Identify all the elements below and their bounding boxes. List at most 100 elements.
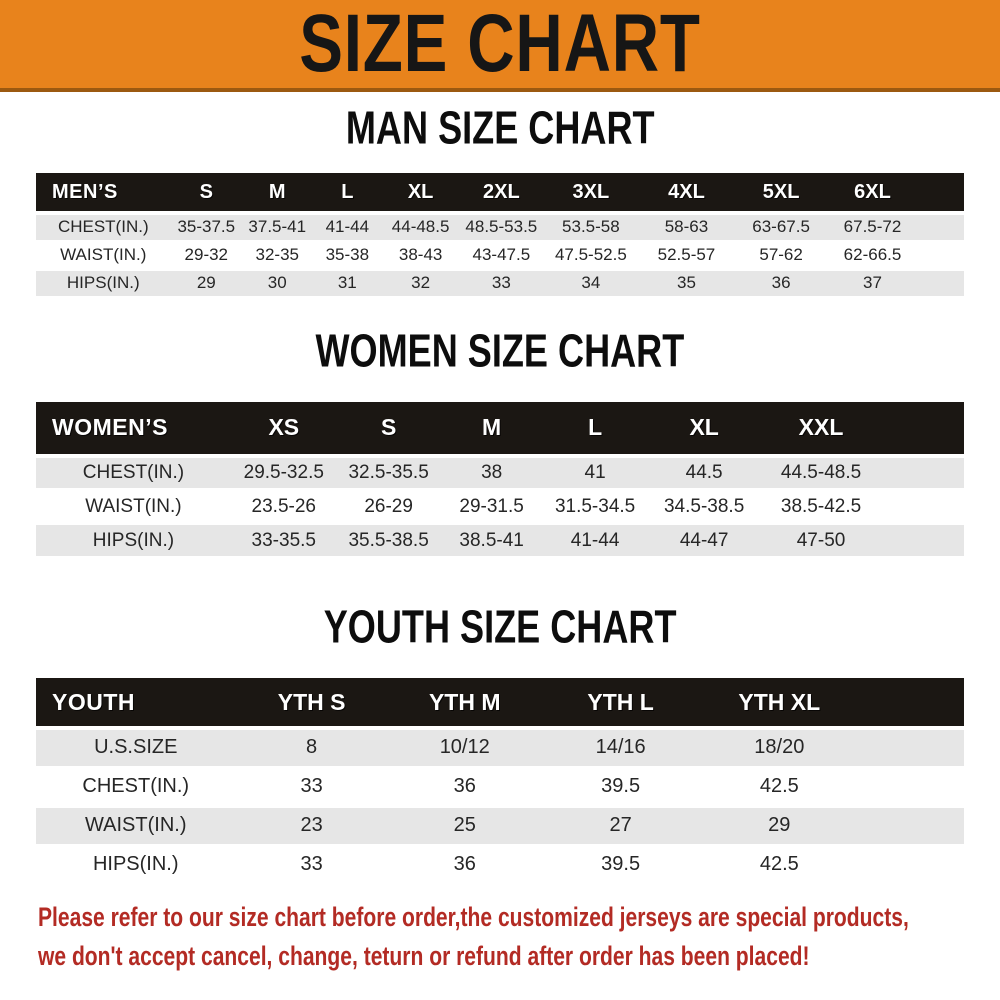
women-row-label-waist: WAIST(IN.) bbox=[36, 489, 231, 525]
youth-chest-row: CHEST(IN.) 33 36 39.5 42.5 bbox=[36, 767, 964, 808]
size-cell: 36 bbox=[734, 269, 828, 299]
size-cell: 8 bbox=[235, 728, 388, 769]
size-cell: 38-43 bbox=[382, 241, 460, 271]
footer-note-line-1: Please refer to our size chart before or… bbox=[38, 901, 909, 932]
size-cell: 34 bbox=[543, 269, 639, 299]
spacer-cell bbox=[881, 489, 964, 525]
size-cell: 63-67.5 bbox=[734, 213, 828, 243]
men-col-header: 2XL bbox=[459, 173, 544, 215]
men-col-header: 5XL bbox=[734, 173, 828, 215]
size-cell: 14/16 bbox=[541, 728, 700, 769]
size-cell: 37 bbox=[827, 269, 918, 299]
size-cell: 48.5-53.5 bbox=[459, 213, 544, 243]
women-section-title: WOMEN SIZE CHART bbox=[315, 325, 685, 377]
size-cell: 31.5-34.5 bbox=[542, 489, 648, 525]
men-row-label-hips: HIPS(IN.) bbox=[36, 269, 171, 299]
spacer-cell bbox=[859, 678, 964, 730]
spacer-cell bbox=[881, 455, 964, 491]
women-col-header: XS bbox=[230, 401, 337, 458]
size-cell: 41-44 bbox=[542, 523, 648, 559]
youth-section-title: YOUTH SIZE CHART bbox=[323, 601, 677, 654]
size-cell: 36 bbox=[387, 845, 542, 886]
youth-waist-row: WAIST(IN.) 23 25 27 29 bbox=[36, 806, 964, 847]
women-size-section: WOMEN SIZE CHART WOMEN’S XS S M L XL XXL… bbox=[0, 325, 1000, 559]
size-cell: 42.5 bbox=[699, 845, 860, 886]
men-section-heading: MAN SIZE CHART bbox=[0, 102, 1000, 159]
youth-row-label-ussize: U.S.SIZE bbox=[36, 728, 236, 769]
women-col-header: L bbox=[542, 401, 648, 458]
footer-note: Please refer to our size chart before or… bbox=[38, 898, 1000, 976]
spacer-cell bbox=[917, 213, 964, 243]
size-cell: 53.5-58 bbox=[543, 213, 639, 243]
spacer-cell bbox=[881, 401, 964, 458]
size-cell: 43-47.5 bbox=[459, 241, 544, 271]
men-row-label-waist: WAIST(IN.) bbox=[36, 241, 171, 271]
spacer-cell bbox=[917, 241, 964, 271]
youth-row-label-waist: WAIST(IN.) bbox=[36, 806, 236, 847]
size-cell: 32 bbox=[382, 269, 460, 299]
youth-col-header: YTH S bbox=[235, 678, 388, 730]
size-cell: 33-35.5 bbox=[230, 523, 337, 559]
women-chest-row: CHEST(IN.) 29.5-32.5 32.5-35.5 38 41 44.… bbox=[36, 455, 964, 491]
size-cell: 44.5 bbox=[647, 455, 761, 491]
youth-col-header: YTH XL bbox=[699, 678, 860, 730]
size-cell: 26-29 bbox=[336, 489, 441, 525]
banner-title: SIZE CHART bbox=[299, 0, 701, 89]
women-size-table: WOMEN’S XS S M L XL XXL CHEST(IN.) 29.5-… bbox=[36, 401, 964, 559]
youth-size-section: YOUTH SIZE CHART YOUTH YTH S YTH M YTH L… bbox=[0, 601, 1000, 886]
size-cell: 67.5-72 bbox=[827, 213, 918, 243]
men-col-header: S bbox=[170, 173, 242, 215]
men-chest-row: CHEST(IN.) 35-37.5 37.5-41 41-44 44-48.5… bbox=[36, 213, 964, 243]
men-col-header: 6XL bbox=[827, 173, 918, 215]
men-waist-row: WAIST(IN.) 29-32 32-35 35-38 38-43 43-47… bbox=[36, 241, 964, 271]
size-cell: 39.5 bbox=[541, 767, 700, 808]
size-cell: 44.5-48.5 bbox=[760, 455, 882, 491]
size-cell: 41 bbox=[542, 455, 648, 491]
size-cell: 44-48.5 bbox=[382, 213, 460, 243]
size-cell: 42.5 bbox=[699, 767, 860, 808]
size-cell: 35-37.5 bbox=[170, 213, 242, 243]
size-cell: 34.5-38.5 bbox=[647, 489, 761, 525]
women-col-header: S bbox=[336, 401, 441, 458]
men-hips-row: HIPS(IN.) 29 30 31 32 33 34 35 36 37 bbox=[36, 269, 964, 299]
size-cell: 32.5-35.5 bbox=[336, 455, 441, 491]
size-cell: 52.5-57 bbox=[638, 241, 735, 271]
youth-hips-row: HIPS(IN.) 33 36 39.5 42.5 bbox=[36, 845, 964, 886]
youth-size-table: YOUTH YTH S YTH M YTH L YTH XL U.S.SIZE … bbox=[36, 678, 964, 886]
footer-note-line-2: we don't accept cancel, change, teturn o… bbox=[38, 940, 810, 971]
youth-section-heading: YOUTH SIZE CHART bbox=[0, 601, 1000, 658]
youth-col-header: YTH L bbox=[541, 678, 700, 730]
youth-header-row: YOUTH YTH S YTH M YTH L YTH XL bbox=[36, 678, 964, 730]
women-row-label-chest: CHEST(IN.) bbox=[36, 455, 231, 491]
size-cell: 35.5-38.5 bbox=[336, 523, 441, 559]
men-col-header: 3XL bbox=[543, 173, 639, 215]
youth-ussize-row: U.S.SIZE 8 10/12 14/16 18/20 bbox=[36, 728, 964, 769]
size-cell: 31 bbox=[312, 269, 383, 299]
spacer-cell bbox=[917, 173, 964, 215]
size-cell: 29 bbox=[699, 806, 860, 847]
size-cell: 41-44 bbox=[312, 213, 383, 243]
men-corner-label: MEN’S bbox=[36, 173, 171, 215]
spacer-cell bbox=[859, 767, 964, 808]
size-cell: 47.5-52.5 bbox=[543, 241, 639, 271]
size-cell: 35-38 bbox=[312, 241, 383, 271]
size-cell: 23.5-26 bbox=[230, 489, 337, 525]
men-size-section: MAN SIZE CHART MEN’S S M L XL 2XL 3XL 4X… bbox=[0, 102, 1000, 299]
size-cell: 37.5-41 bbox=[242, 213, 313, 243]
women-col-header: XL bbox=[647, 401, 761, 458]
women-section-heading: WOMEN SIZE CHART bbox=[0, 325, 1000, 382]
spacer-cell bbox=[859, 806, 964, 847]
women-hips-row: HIPS(IN.) 33-35.5 35.5-38.5 38.5-41 41-4… bbox=[36, 523, 964, 559]
size-cell: 58-63 bbox=[638, 213, 735, 243]
men-header-row: MEN’S S M L XL 2XL 3XL 4XL 5XL 6XL bbox=[36, 173, 964, 215]
youth-row-label-chest: CHEST(IN.) bbox=[36, 767, 236, 808]
size-cell: 36 bbox=[387, 767, 542, 808]
men-row-label-chest: CHEST(IN.) bbox=[36, 213, 171, 243]
size-cell: 30 bbox=[242, 269, 313, 299]
women-header-row: WOMEN’S XS S M L XL XXL bbox=[36, 401, 964, 458]
size-cell: 29-31.5 bbox=[440, 489, 543, 525]
size-cell: 57-62 bbox=[734, 241, 828, 271]
size-cell: 32-35 bbox=[242, 241, 313, 271]
men-section-title: MAN SIZE CHART bbox=[345, 102, 655, 155]
banner: SIZE CHART bbox=[0, 0, 1000, 92]
